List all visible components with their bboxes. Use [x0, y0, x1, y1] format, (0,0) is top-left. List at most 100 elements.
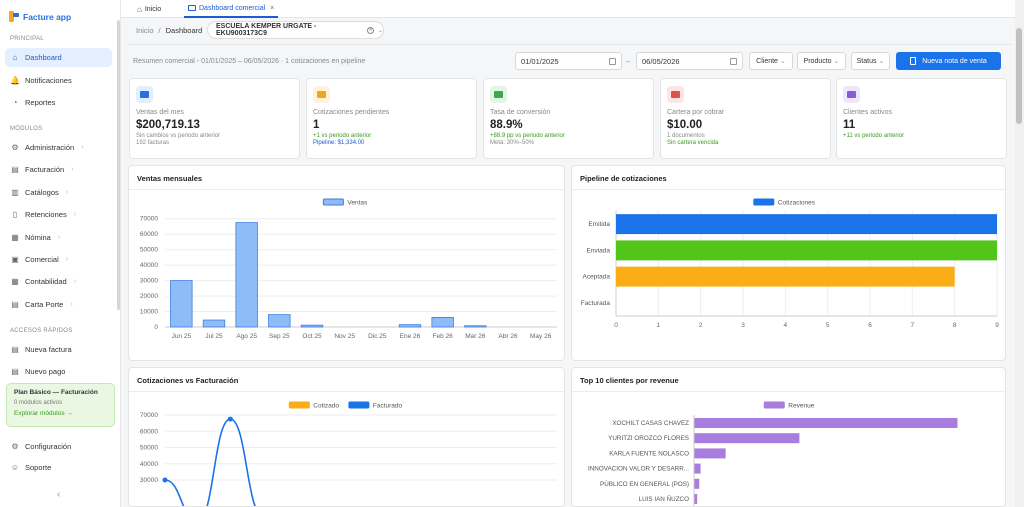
company-selector[interactable]: ESCUELA KEMPER URGATE - EKU9003173C9 × ⌄: [207, 21, 384, 39]
sidebar-item-dashboard[interactable]: ⌂ Dashboard: [5, 48, 112, 67]
chevron-right-icon: ›: [81, 144, 84, 151]
x-tick-label: Sep 25: [269, 333, 290, 340]
users-gear-icon: ⚙: [11, 143, 19, 152]
date-separator: –: [626, 57, 631, 66]
payment-icon: ▤: [11, 367, 19, 376]
chevron-right-icon: ›: [73, 211, 77, 219]
date-from-value: 01/01/2025: [521, 56, 559, 66]
panel-title: Ventas mensuales: [137, 174, 203, 183]
sidebar-item-label: Soporte: [25, 463, 52, 472]
breadcrumb-separator: /: [158, 26, 161, 35]
x-tick-label: Abr 26: [498, 333, 518, 340]
section-accesos: ACCESOS RÁPIDOS: [10, 328, 73, 334]
x-tick-label: 5: [826, 322, 830, 329]
sidebar-item-notificaciones[interactable]: 🔔 Notificaciones: [5, 71, 112, 90]
sidebar-item-soporte[interactable]: ☺ Soporte: [5, 458, 112, 477]
sidebar-item-comercial[interactable]: ▣ Comercial ›: [5, 250, 112, 269]
pie-chart-icon: ◔: [12, 98, 18, 107]
bar-enviada: [616, 240, 997, 261]
y-tick-label: 0: [154, 324, 158, 331]
page-scrollbar-track[interactable]: [1015, 0, 1024, 507]
x-tick-label: 2: [699, 322, 703, 329]
legend-label: Cotizado: [313, 403, 339, 410]
bar-client: [694, 478, 700, 489]
kpi-change: +88.9 pp vs periodo anterior: [490, 133, 565, 139]
cliente-filter-label: Cliente: [756, 57, 778, 65]
kpi-detail: Meta: 30%–50%: [490, 140, 535, 146]
sidebar-item-label: Contabilidad: [25, 277, 67, 287]
app-name: Facture app: [23, 11, 72, 22]
panel-divider: [572, 189, 1005, 190]
sidebar-item-label: Retenciones: [25, 210, 67, 220]
tab-label: Inicio: [144, 5, 162, 13]
sidebar-item-nuevo-pago[interactable]: ▤ Nuevo pago: [5, 362, 112, 381]
chevron-right-icon: ›: [73, 278, 77, 286]
new-sales-note-button[interactable]: Nueva nota de venta: [896, 52, 1001, 70]
explore-modules-link[interactable]: Explorar módulos →: [14, 410, 73, 417]
close-icon[interactable]: ×: [270, 4, 275, 12]
sidebar-item-label: Nueva factura: [25, 345, 72, 354]
chevron-right-icon: ›: [57, 233, 61, 241]
book-icon: ▥: [11, 187, 19, 197]
cotizaciones-vs-facturacion-panel: Cotizaciones vs Facturación Cotizado Fact…: [128, 367, 565, 507]
breadcrumb-root[interactable]: Inicio: [136, 26, 154, 35]
x-tick-label: 3: [741, 322, 745, 329]
status-filter[interactable]: Status ⌄: [851, 52, 890, 70]
sidebar-item-cat-logos[interactable]: ▥ Catálogos ›: [5, 183, 112, 202]
document-icon: [910, 57, 917, 65]
kpi-change: Sin cambios vs periodo anterior: [136, 133, 221, 139]
y-tick-label: 40000: [140, 262, 158, 269]
calendar-icon: [667, 86, 684, 103]
pipeline-chart: Cotizaciones 0 1 2 3 4 5 6 7 8 9 Emitida Enviada Acep…: [581, 198, 999, 329]
sidebar-item-retenciones[interactable]: ▯ Retenciones ›: [5, 205, 112, 224]
kpi-label: Cotizaciones pendientes: [313, 109, 390, 116]
summary-text: Resumen comercial - 01/01/2025 – 06/05/2…: [133, 58, 366, 65]
tab-dashboard-comercial[interactable]: Dashboard comercial ×: [184, 0, 279, 18]
page-scrollbar-thumb[interactable]: [1016, 28, 1022, 124]
close-circle-icon[interactable]: ×: [367, 26, 374, 34]
sidebar-item-nueva-factura[interactable]: ▤ Nueva factura: [5, 340, 112, 359]
payroll-icon: ▦: [11, 232, 19, 242]
x-tick-label: 1: [657, 322, 661, 329]
chevron-right-icon: ›: [65, 188, 69, 196]
sidebar-item-administraci-n[interactable]: ⚙ Administración ›: [5, 138, 112, 157]
legend-swatch: [348, 401, 370, 409]
x-tick-label: 9: [995, 322, 999, 329]
kpi-card: Cotizaciones pendientes 1 +1 vs periodo an…: [306, 78, 477, 159]
facturado-point: [162, 477, 168, 483]
sidebar-item-reportes[interactable]: ◔ Reportes: [5, 93, 112, 112]
bar-emitida: [616, 214, 997, 235]
date-from-input[interactable]: 01/01/2025: [515, 52, 622, 70]
kpi-card: Tasa de conversión 88.9% +88.9 pp vs perio…: [483, 78, 654, 159]
legend-swatch: [322, 198, 344, 206]
sidebar-item-label: Comercial: [25, 255, 59, 264]
cliente-filter[interactable]: Cliente ⌄: [749, 52, 793, 70]
bar-client: [694, 448, 726, 459]
kpi-change: +11 vs periodo anterior: [843, 133, 905, 139]
kpi-value: 1: [313, 119, 320, 131]
sidebar-item-label: Notificaciones: [25, 75, 72, 85]
section-principal: PRINCIPAL: [10, 36, 44, 42]
producto-filter[interactable]: Producto ⌄: [797, 52, 846, 70]
app-logo[interactable]: Facture app: [9, 11, 71, 22]
sidebar-item-n-mina[interactable]: ▦ Nómina ›: [5, 228, 112, 247]
cotizaciones-vs-facturacion-chart: Cotizado Facturado 30000 40000 50000 60000 700…: [140, 401, 557, 506]
cash-icon: [136, 86, 153, 103]
chevron-right-icon: ›: [65, 256, 69, 263]
sidebar-item-contabilidad[interactable]: ▦ Contabilidad ›: [5, 272, 112, 291]
tab-inicio[interactable]: ⌂ Inicio: [133, 0, 165, 18]
bar-client: [694, 494, 698, 504]
sidebar-item-facturaci-n[interactable]: ▤ Facturación ›: [5, 160, 112, 179]
date-to-input[interactable]: 06/05/2026: [636, 52, 743, 70]
bar-ene-26: [398, 324, 422, 328]
sidebar-item-label: Administración: [25, 143, 75, 152]
y-tick-label: Facturada: [581, 300, 611, 307]
sidebar: Facture app PRINCIPAL ⌂ Dashboard 🔔 Notific…: [0, 0, 121, 507]
sidebar-item-carta-porte[interactable]: ▤ Carta Porte ›: [5, 295, 112, 314]
breadcrumb: Inicio / Dashboard: [136, 26, 202, 35]
kpi-label: Tasa de conversión: [490, 109, 551, 116]
sidebar-scrollbar[interactable]: [117, 20, 120, 310]
sidebar-item-configuraci-n[interactable]: ⚙ Configuración: [5, 437, 112, 456]
bar-jun-25: [170, 280, 193, 328]
collapse-sidebar-button[interactable]: ‹: [57, 489, 61, 500]
